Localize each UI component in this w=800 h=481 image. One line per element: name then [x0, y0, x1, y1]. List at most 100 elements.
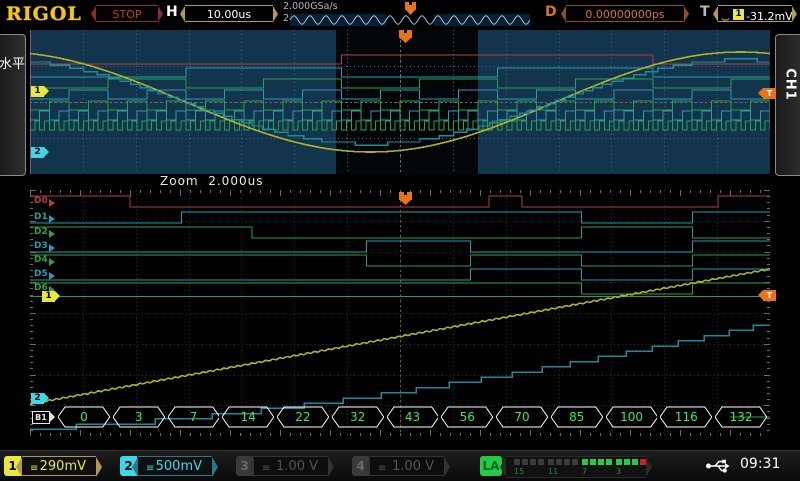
- channel-indicator-1[interactable]: 1 ≡ 290mV: [4, 456, 102, 477]
- la-tick-label: 11: [548, 467, 559, 476]
- preview-trigger-marker[interactable]: [405, 2, 416, 15]
- main-waveform-window[interactable]: [30, 30, 770, 174]
- bus-packet[interactable]: 116: [660, 406, 713, 428]
- brand-logo: RIGOL: [6, 3, 82, 25]
- la-channel-cell[interactable]: [538, 459, 544, 465]
- la-channel-cell[interactable]: [598, 459, 604, 465]
- dc-coupling-icon: ≡: [378, 463, 386, 474]
- channel-indicator-2[interactable]: 2 ≡ 500mV: [120, 456, 218, 477]
- bus-packet-value: 32: [350, 410, 366, 424]
- main-trigger-position-marker[interactable]: [399, 30, 412, 43]
- zoom-trigger-level-marker[interactable]: T: [758, 290, 776, 301]
- bus-packet[interactable]: 85: [550, 406, 603, 428]
- bus-label[interactable]: B1: [32, 411, 55, 424]
- la-channel-cell[interactable]: [556, 459, 562, 465]
- zoom-ch2-offset-marker[interactable]: 2: [31, 393, 49, 404]
- main-ch1-offset-marker[interactable]: 1: [31, 86, 49, 97]
- hex-right-cap: [444, 457, 450, 477]
- bus-packet[interactable]: 32: [331, 406, 384, 428]
- digital-label-text: D4: [34, 255, 48, 265]
- zoom-trigger-position-marker[interactable]: [399, 192, 412, 205]
- la-channel-cell[interactable]: [530, 459, 536, 465]
- dc-coupling-icon: ≡: [30, 463, 38, 474]
- la-channel-cell[interactable]: [564, 459, 570, 465]
- la-tick-label: 7: [582, 467, 588, 476]
- timebase-value: 10.00us: [206, 8, 252, 21]
- la-channel-cell[interactable]: [624, 459, 630, 465]
- trigger-level-value: -31.2mV: [746, 10, 793, 23]
- digital-channel-label-d1[interactable]: D1: [34, 212, 55, 223]
- channel-scale-box-2[interactable]: ≡ 500mV: [132, 456, 218, 477]
- bus-packet-outline: [386, 406, 439, 428]
- bus-packet[interactable]: 70: [496, 406, 548, 428]
- digital-channel-label-d2[interactable]: D2: [34, 227, 55, 238]
- la-channel-cell[interactable]: [572, 459, 578, 465]
- memory-preview-bar[interactable]: [290, 14, 530, 26]
- bus-packet[interactable]: 14: [222, 406, 275, 428]
- delay-badge[interactable]: 0.00000000ps: [561, 5, 689, 22]
- horizontal-menu-tab[interactable]: 水平: [0, 34, 26, 176]
- digital-label-text: D0: [34, 196, 48, 206]
- digital-channel-label-d6[interactable]: D6: [34, 283, 55, 294]
- main-ch2-offset-marker[interactable]: 2: [31, 147, 49, 158]
- digital-label-text: D5: [34, 269, 48, 279]
- bus-packet-outline: [112, 406, 165, 428]
- la-channel-cell[interactable]: [514, 459, 520, 465]
- la-channel-map[interactable]: 15 11 7 3: [500, 456, 652, 478]
- digital-channel-label-d0[interactable]: D0: [34, 196, 55, 207]
- la-channel-cell[interactable]: [590, 459, 596, 465]
- zoom-waveform-window[interactable]: [30, 190, 770, 436]
- bus-packet-value: 22: [295, 410, 311, 424]
- channel-indicator-4[interactable]: 4 ≡ 1.00 V: [352, 456, 450, 477]
- trigger-badge[interactable]: ⏡ 1 -31.2mV: [713, 5, 797, 23]
- timebase-badge[interactable]: 10.00us: [180, 5, 278, 22]
- channel-scale-box-4[interactable]: ≡ 1.00 V: [364, 456, 450, 477]
- bus-packet[interactable]: 3: [112, 406, 165, 428]
- bus-packet-value: 70: [514, 410, 530, 424]
- bus-packet-value: 0: [80, 410, 88, 424]
- la-channel-cell[interactable]: [640, 459, 646, 465]
- bus-packet-outline: [550, 406, 603, 428]
- la-badge[interactable]: LA: [480, 456, 502, 476]
- digital-offset-arrow-icon: [48, 258, 55, 266]
- digital-channel-label-d4[interactable]: D4: [34, 255, 55, 266]
- bus-packet[interactable]: 7: [167, 406, 220, 428]
- main-trigger-level-marker[interactable]: T: [758, 88, 776, 99]
- horizontal-menu-label: 水平: [0, 57, 26, 72]
- top-status-bar: RIGOL STOP H 10.00us 2.000GSa/s 280k pts…: [0, 0, 800, 28]
- bottom-status-bar: 1 ≡ 290mV 2 ≡ 500mV 3 ≡ 1.00 V 4 ≡ 1.00 V LA 15 11 7 3…: [0, 450, 800, 481]
- bus-packet[interactable]: 43: [386, 406, 439, 428]
- la-channel-cell[interactable]: [616, 459, 622, 465]
- la-tick-label: 3: [616, 467, 622, 476]
- digital-channel-label-d5[interactable]: D5: [34, 269, 55, 280]
- channel-scale-box-1[interactable]: ≡ 290mV: [16, 456, 102, 477]
- bus-packet[interactable]: 132: [715, 406, 767, 428]
- bus-packet[interactable]: 100: [605, 406, 658, 428]
- channel-scale-value: 1.00 V: [392, 459, 434, 474]
- horizontal-label: H: [166, 4, 178, 20]
- ch1-menu-label: CH1: [782, 68, 798, 101]
- bus-packet-value: 116: [674, 410, 698, 424]
- zoom-timebase-label: Zoom 2.000us: [160, 174, 263, 188]
- hex-right-cap: [212, 457, 218, 477]
- bus-packet[interactable]: 0: [58, 406, 110, 428]
- la-channel-cell[interactable]: [606, 459, 612, 465]
- digital-offset-arrow-icon: [48, 215, 55, 223]
- bus-packet[interactable]: 22: [277, 406, 329, 428]
- channel-indicator-3[interactable]: 3 ≡ 1.00 V: [236, 456, 334, 477]
- hex-right-cap: [328, 457, 334, 477]
- hex-left-cap: [248, 457, 254, 477]
- zoom-ch1-offset-marker[interactable]: 1: [42, 291, 60, 302]
- delay-label: D: [545, 4, 557, 20]
- run-state-badge[interactable]: STOP: [91, 5, 163, 22]
- la-channel-cell[interactable]: [522, 459, 528, 465]
- digital-channel-label-d3[interactable]: D3: [34, 241, 55, 252]
- la-channel-cell[interactable]: [632, 459, 638, 465]
- channel-scale-box-3[interactable]: ≡ 1.00 V: [248, 456, 334, 477]
- bus-packet[interactable]: 56: [441, 406, 494, 428]
- la-channel-cell[interactable]: [548, 459, 554, 465]
- bus-packet-value: 43: [404, 410, 421, 424]
- la-channel-cell[interactable]: [582, 459, 588, 465]
- ch1-menu-tab[interactable]: CH1: [775, 34, 800, 176]
